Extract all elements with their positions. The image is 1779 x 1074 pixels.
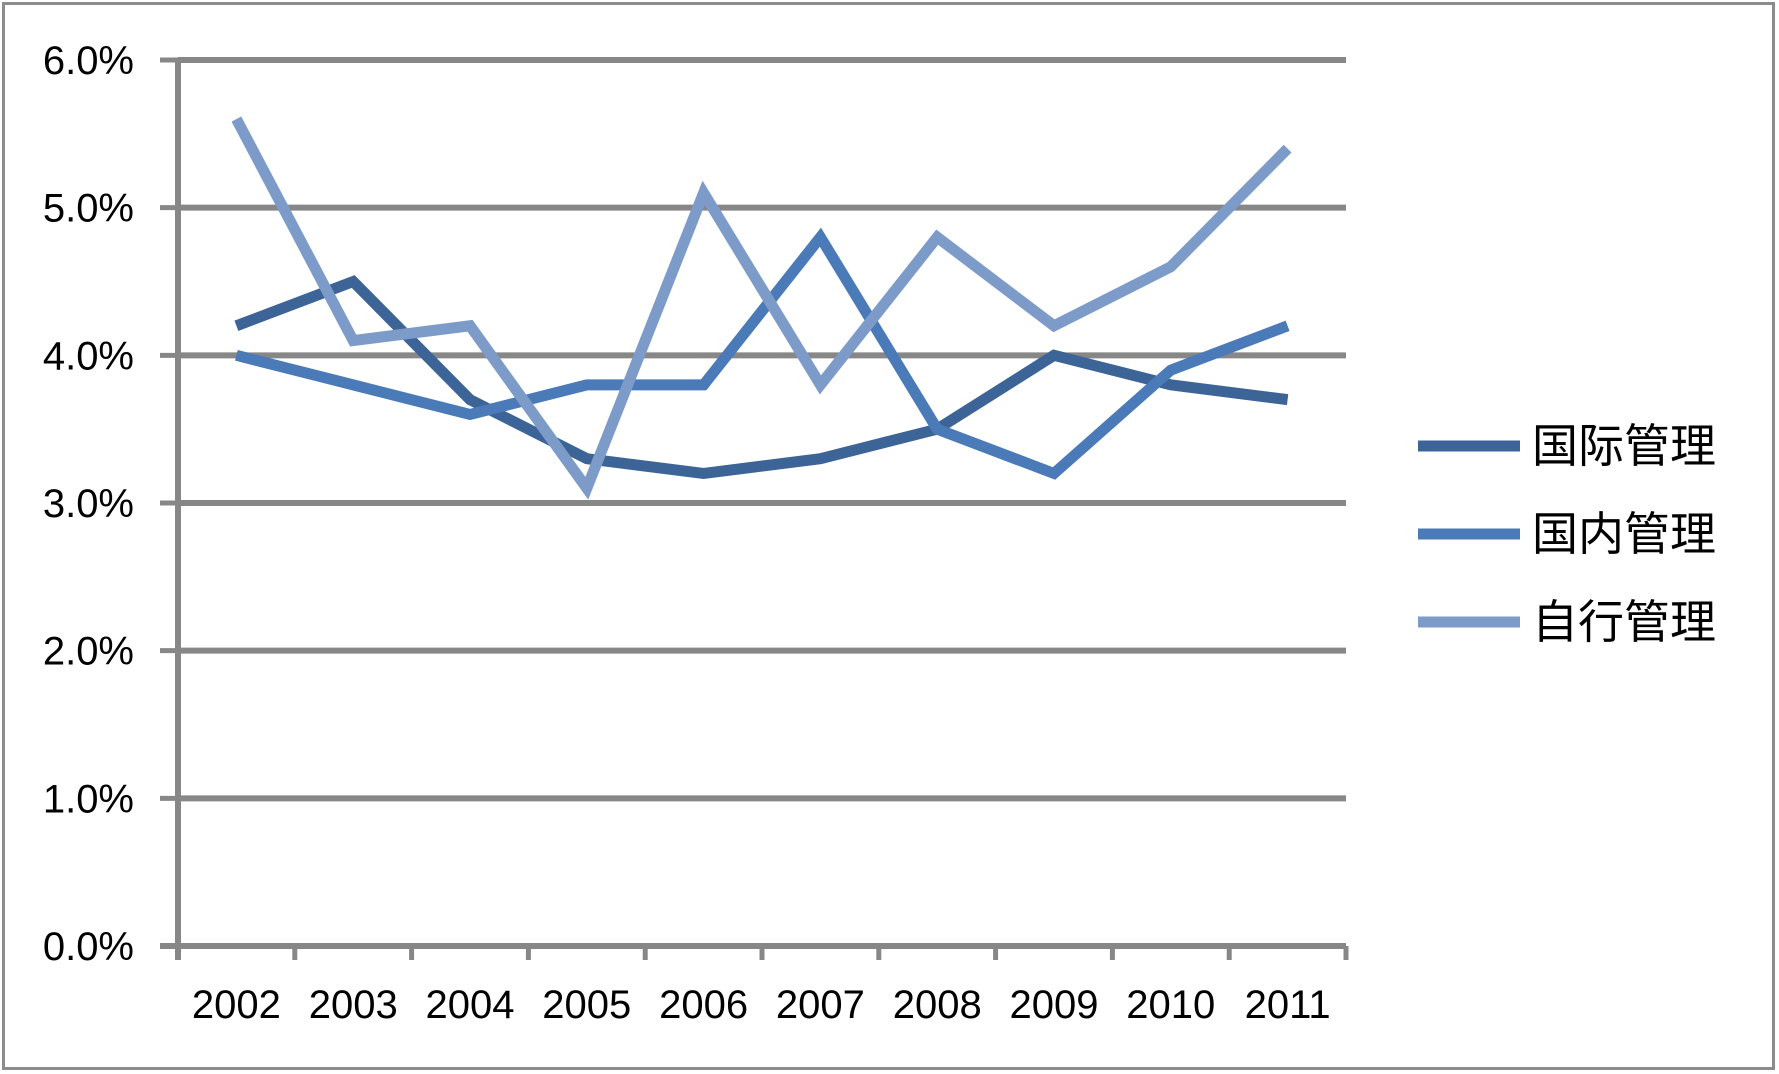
x-tick-label: 2009: [1010, 983, 1099, 1027]
series-line: [231, 116, 1292, 500]
x-tick-label: 2011: [1245, 983, 1331, 1027]
legend-label: 国际管理: [1532, 419, 1716, 473]
x-tick-label: 2003: [309, 983, 398, 1027]
y-tick-label: 4.0%: [43, 334, 134, 378]
x-tick-label: 2006: [659, 983, 748, 1027]
y-tick-label: 2.0%: [43, 630, 134, 674]
x-tick-label: 2010: [1126, 983, 1215, 1027]
series-lines: [231, 116, 1292, 500]
series-line: [234, 275, 1289, 480]
y-tick-label: 0.0%: [43, 925, 134, 969]
y-tick-label: 6.0%: [43, 39, 134, 83]
series-line: [235, 227, 1290, 480]
x-tick-label: 2002: [192, 983, 281, 1027]
x-tick-label: 2007: [776, 983, 865, 1027]
y-tick-label: 1.0%: [43, 777, 134, 821]
x-tick-label: 2005: [542, 983, 631, 1027]
gridlines: [178, 57, 1346, 802]
y-tick-label: 5.0%: [43, 187, 134, 231]
x-tick-label: 2004: [426, 983, 515, 1027]
legend-label: 国内管理: [1532, 507, 1716, 561]
y-tick-labels: 0.0% 1.0% 2.0% 3.0% 4.0% 5.0% 6.0%: [43, 39, 134, 969]
x-tick-labels: 2002 2003 2004 2005 2006 2007 2008 2009 2010 2011: [192, 983, 1331, 1027]
axes: [160, 57, 1349, 960]
legend-label: 自行管理: [1532, 595, 1716, 649]
y-tick-label: 3.0%: [43, 482, 134, 526]
x-tick-label: 2008: [893, 983, 982, 1027]
